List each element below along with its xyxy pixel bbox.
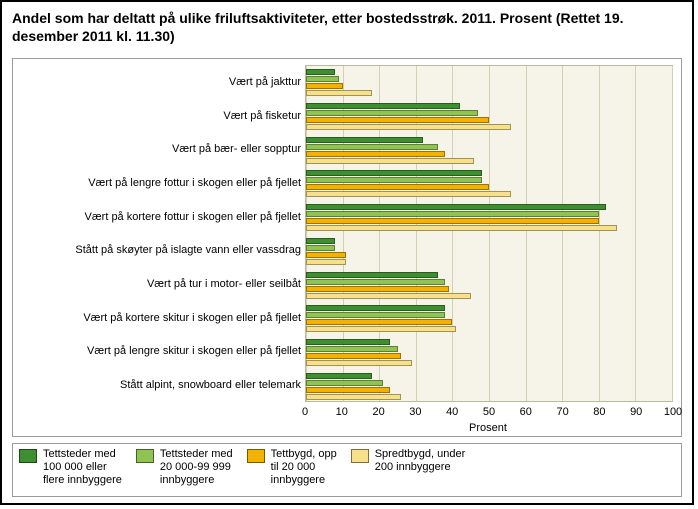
bar — [306, 204, 606, 210]
bar — [306, 184, 489, 190]
legend-swatch — [136, 449, 154, 463]
bar — [306, 380, 383, 386]
x-axis-label: Prosent — [469, 422, 507, 434]
x-tick-label: 0 — [302, 406, 308, 418]
bar — [306, 339, 390, 345]
legend-label: Tettsteder med 100 000 eller flere innby… — [43, 448, 122, 488]
y-axis-label-row: Stått alpint, snowboard eller telemark — [17, 368, 305, 402]
legend-label: Tettsteder med 20 000-99 999 innbyggere — [160, 448, 233, 488]
x-tick-label: 10 — [336, 406, 348, 418]
legend: Tettsteder med 100 000 eller flere innby… — [12, 443, 682, 497]
bar — [306, 387, 390, 393]
y-axis-label: Vært på kortere skitur i skogen eller på… — [83, 312, 301, 324]
x-tick-label: 30 — [409, 406, 421, 418]
bar — [306, 373, 372, 379]
bar — [306, 83, 343, 89]
y-axis-label: Vært på kortere fottur i skogen eller på… — [85, 211, 301, 223]
legend-label: Tettbygd, opp til 20 000 innbyggere — [271, 448, 337, 488]
bar — [306, 76, 339, 82]
legend-item: Spredtbygd, under 200 innbyggere — [351, 448, 466, 474]
legend-label: Spredtbygd, under 200 innbyggere — [375, 448, 466, 474]
y-axis-label-row: Stått på skøyter på islagte vann eller v… — [17, 234, 305, 268]
chart-card: Andel som har deltatt på ulike friluftsa… — [0, 0, 694, 505]
grid-line — [672, 66, 673, 401]
y-axis-label: Stått på skøyter på islagte vann eller v… — [75, 244, 301, 256]
bar — [306, 293, 471, 299]
grid-line — [562, 66, 563, 401]
bar — [306, 326, 456, 332]
y-axis-label-row: Vært på lengre skitur i skogen eller på … — [17, 335, 305, 369]
x-tick-label: 40 — [446, 406, 458, 418]
bar — [306, 137, 423, 143]
y-axis-label: Vært på bær- eller sopptur — [172, 143, 301, 155]
bar — [306, 252, 346, 258]
bar — [306, 117, 489, 123]
legend-swatch — [247, 449, 265, 463]
legend-item: Tettsteder med 20 000-99 999 innbyggere — [136, 448, 233, 488]
bar — [306, 286, 449, 292]
bar — [306, 272, 438, 278]
y-axis-label-row: Vært på lengre fottur i skogen eller på … — [17, 166, 305, 200]
x-tick-label: 90 — [630, 406, 642, 418]
bar — [306, 110, 478, 116]
x-tick-label: 60 — [520, 406, 532, 418]
bar — [306, 353, 401, 359]
bar — [306, 225, 617, 231]
bar — [306, 346, 398, 352]
y-axis-label-row: Vært på jakttur — [17, 65, 305, 99]
legend-item: Tettsteder med 100 000 eller flere innby… — [19, 448, 122, 488]
bar — [306, 90, 372, 96]
bar — [306, 211, 599, 217]
y-axis-label: Vært på jakttur — [229, 76, 301, 88]
bar — [306, 312, 445, 318]
y-axis-label: Vært på tur i motor- eller seilbåt — [147, 278, 301, 290]
bar — [306, 279, 445, 285]
grid-line — [599, 66, 600, 401]
bar — [306, 124, 511, 130]
x-tick-label: 80 — [593, 406, 605, 418]
y-axis-label-row: Vært på bær- eller sopptur — [17, 132, 305, 166]
bar — [306, 144, 438, 150]
bar — [306, 394, 401, 400]
plot-area — [305, 65, 673, 402]
bar — [306, 259, 346, 265]
bar — [306, 191, 511, 197]
chart-title: Andel som har deltatt på ulike friluftsa… — [2, 2, 692, 47]
bar — [306, 238, 335, 244]
bar — [306, 69, 335, 75]
y-axis-label-row: Vært på kortere skitur i skogen eller på… — [17, 301, 305, 335]
bar — [306, 360, 412, 366]
legend-item: Tettbygd, opp til 20 000 innbyggere — [247, 448, 337, 488]
y-axis-label: Vært på lengre skitur i skogen eller på … — [87, 345, 301, 357]
x-tick-label: 20 — [372, 406, 384, 418]
x-tick-label: 100 — [664, 406, 682, 418]
grid-line — [635, 66, 636, 401]
bar — [306, 218, 599, 224]
legend-swatch — [19, 449, 37, 463]
bar — [306, 177, 482, 183]
x-tick-label: 70 — [556, 406, 568, 418]
grid-line — [489, 66, 490, 401]
bar — [306, 245, 335, 251]
bar — [306, 151, 445, 157]
grid-line — [526, 66, 527, 401]
bar — [306, 305, 445, 311]
chart-area: Vært på jakttur Vært på fisketur Vært på b… — [12, 58, 682, 437]
legend-swatch — [351, 449, 369, 463]
y-axis-label-row: Vært på kortere fottur i skogen eller på… — [17, 200, 305, 234]
bar — [306, 170, 482, 176]
x-tick-label: 50 — [483, 406, 495, 418]
y-axis-label: Stått alpint, snowboard eller telemark — [120, 379, 301, 391]
bar — [306, 103, 460, 109]
y-axis-label: Vært på lengre fottur i skogen eller på … — [88, 177, 301, 189]
y-axis-label-row: Vært på tur i motor- eller seilbåt — [17, 267, 305, 301]
y-axis-label-row: Vært på fisketur — [17, 99, 305, 133]
bar — [306, 158, 474, 164]
y-axis-label: Vært på fisketur — [223, 110, 301, 122]
bar — [306, 319, 452, 325]
y-axis-labels: Vært på jakttur Vært på fisketur Vært på b… — [17, 65, 305, 402]
